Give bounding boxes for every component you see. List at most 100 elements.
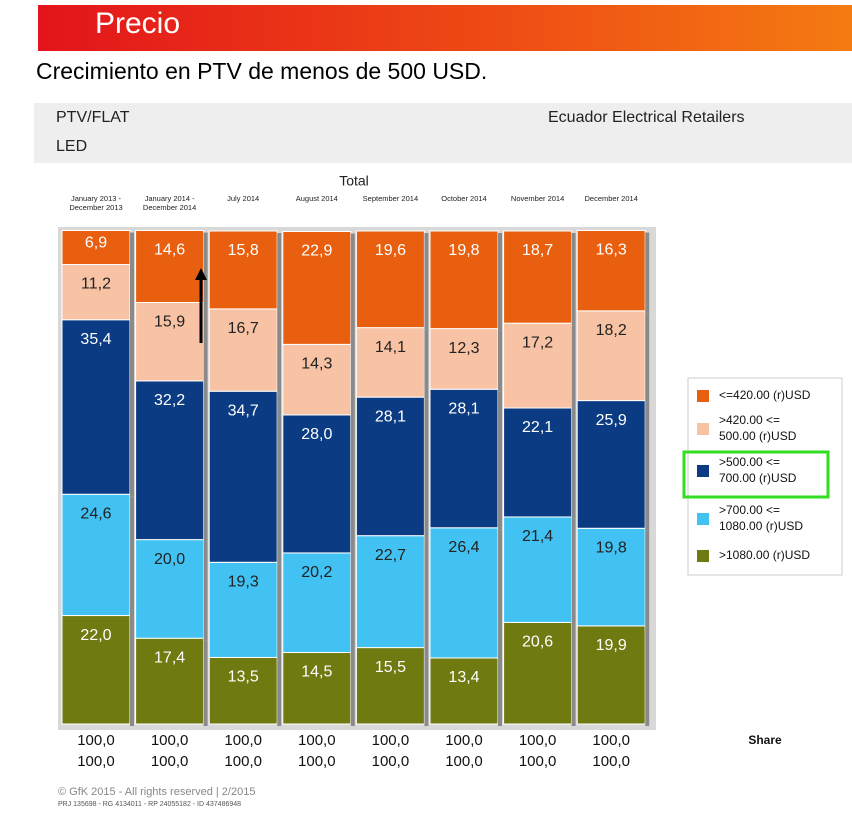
x-tick-label: December 2014 bbox=[584, 194, 638, 203]
bar-side bbox=[645, 232, 650, 313]
bar-side bbox=[571, 624, 576, 726]
data-label: 21,4 bbox=[522, 528, 553, 545]
bar-segment bbox=[61, 319, 131, 495]
data-label: 25,9 bbox=[596, 412, 627, 429]
legend-label: <=420.00 (r)USD bbox=[719, 388, 811, 402]
bar-segment bbox=[135, 380, 205, 541]
bar-side bbox=[350, 416, 355, 555]
bar-side bbox=[571, 518, 576, 625]
bar-segment bbox=[135, 539, 205, 639]
bar-segment bbox=[135, 301, 205, 382]
bar-segment bbox=[429, 527, 499, 659]
data-label: 26,4 bbox=[448, 539, 479, 556]
x-tick-label: August 2014 bbox=[295, 194, 338, 203]
bar-segment bbox=[208, 656, 278, 725]
bar-side bbox=[645, 530, 650, 628]
total-rows-label: Share bbox=[748, 733, 782, 747]
bar-side bbox=[571, 409, 576, 519]
bar-side bbox=[424, 649, 429, 726]
data-label: 14,3 bbox=[301, 356, 332, 373]
total-label: 100,0 bbox=[77, 732, 115, 749]
bar-side bbox=[424, 399, 429, 538]
bar-side bbox=[424, 329, 429, 400]
copyright: © GfK 2015 - All rights reserved | 2/201… bbox=[58, 786, 256, 798]
bar-side bbox=[350, 233, 355, 347]
data-label: 24,6 bbox=[80, 505, 111, 522]
data-label: 28,1 bbox=[375, 408, 406, 425]
chart-title: Total bbox=[339, 173, 369, 189]
header-bar bbox=[38, 5, 852, 51]
data-label: 11,2 bbox=[81, 276, 111, 293]
data-label: 6,9 bbox=[85, 235, 107, 252]
bar-side bbox=[203, 304, 208, 383]
data-label: 28,1 bbox=[448, 400, 479, 417]
data-label: 17,2 bbox=[522, 334, 553, 351]
data-label: 15,9 bbox=[154, 314, 185, 331]
bar-side bbox=[350, 346, 355, 417]
bar-segment bbox=[576, 625, 646, 725]
x-tick-label: November 2014 bbox=[510, 194, 565, 203]
bar-side bbox=[203, 382, 208, 542]
x-tick-label: January 2013 - December 2013 bbox=[69, 194, 123, 212]
bar-side bbox=[203, 541, 208, 641]
data-label: 20,6 bbox=[522, 634, 553, 651]
measure: PTV/FLAT bbox=[56, 109, 130, 126]
bar-side bbox=[424, 537, 429, 650]
info-band bbox=[34, 103, 852, 163]
bar-side bbox=[277, 659, 282, 726]
bar-side bbox=[130, 321, 134, 497]
data-label: 14,1 bbox=[375, 339, 406, 356]
data-label: 16,7 bbox=[228, 320, 259, 337]
legend-swatch bbox=[697, 390, 709, 402]
bar-side bbox=[350, 654, 355, 726]
bar-side bbox=[424, 233, 429, 330]
data-label: 14,5 bbox=[301, 664, 332, 681]
bar-segment bbox=[208, 390, 278, 563]
total-label: 100,0 bbox=[519, 753, 557, 770]
bar-segment bbox=[355, 230, 425, 329]
data-label: 16,3 bbox=[596, 242, 627, 259]
data-label: 18,2 bbox=[596, 322, 627, 339]
bar-side bbox=[645, 402, 650, 531]
total-label: 100,0 bbox=[224, 753, 262, 770]
bar-segment bbox=[576, 230, 646, 312]
legend-swatch bbox=[697, 513, 709, 525]
bar-side bbox=[277, 393, 282, 565]
bar-side bbox=[498, 529, 502, 660]
total-label: 100,0 bbox=[298, 753, 336, 770]
bar-side bbox=[130, 266, 134, 322]
data-label: 28,0 bbox=[301, 426, 332, 443]
total-label: 100,0 bbox=[519, 732, 557, 749]
legend-swatch bbox=[697, 550, 709, 562]
x-tick-label: July 2014 bbox=[227, 194, 260, 203]
bar-side bbox=[498, 330, 502, 392]
bar-side bbox=[277, 233, 282, 311]
data-label: 35,4 bbox=[80, 331, 111, 348]
bar-segment bbox=[61, 230, 131, 266]
legend-highlight bbox=[682, 450, 830, 499]
data-label: 15,5 bbox=[375, 659, 406, 676]
data-label: 22,0 bbox=[80, 627, 111, 644]
bar-segment bbox=[282, 343, 352, 416]
data-label: 19,8 bbox=[596, 539, 627, 556]
total-label: 100,0 bbox=[372, 753, 410, 770]
header-title: Precio bbox=[95, 7, 181, 40]
bar-side bbox=[645, 312, 650, 403]
bar-segment bbox=[61, 264, 131, 321]
region: Ecuador Electrical Retailers bbox=[548, 109, 745, 126]
data-label: 32,2 bbox=[154, 392, 185, 409]
product: LED bbox=[56, 138, 88, 155]
legend-label: >700.00 <= 1080.00 (r)USD bbox=[719, 503, 803, 533]
bar-segment bbox=[503, 516, 573, 623]
data-label: 15,8 bbox=[228, 242, 259, 259]
bar-segment bbox=[503, 230, 573, 324]
data-label: 13,5 bbox=[228, 669, 259, 686]
data-label: 20,2 bbox=[301, 564, 332, 581]
bar-side bbox=[350, 554, 355, 655]
total-label: 100,0 bbox=[151, 732, 189, 749]
total-label: 100,0 bbox=[77, 753, 115, 770]
bar-segment bbox=[355, 535, 425, 649]
bar-side bbox=[130, 496, 134, 618]
